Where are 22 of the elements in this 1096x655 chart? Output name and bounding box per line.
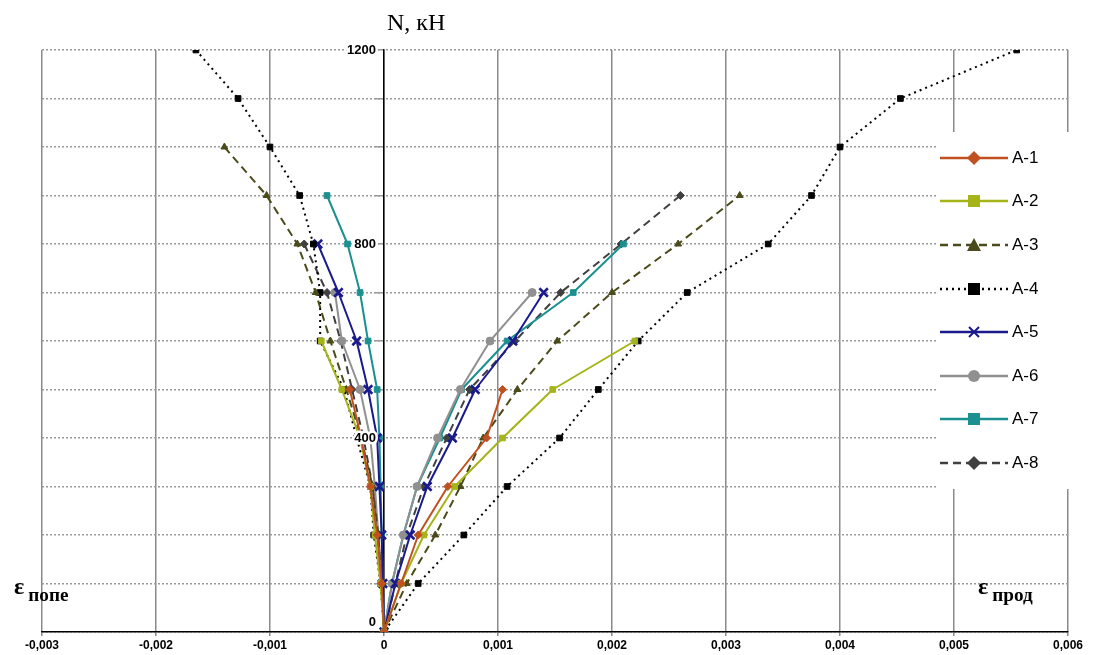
y-tick-label: 0 <box>368 614 376 630</box>
y-tick-label: 1200 <box>347 41 376 57</box>
legend-label: A-2 <box>1012 191 1039 212</box>
y-tick-label: 800 <box>354 235 376 251</box>
legend-label: A-7 <box>1012 409 1039 430</box>
x-tick-label: 0 <box>380 637 388 652</box>
x-tick-label: -0,001 <box>252 637 288 652</box>
x-tick-label: 0,001 <box>482 637 514 652</box>
legend-label: A-8 <box>1012 452 1039 473</box>
y-axis-title: N, кН <box>387 9 446 35</box>
legend-label: A-1 <box>1012 147 1039 168</box>
legend-label: A-6 <box>1012 365 1039 386</box>
x-tick-label: -0,002 <box>138 637 174 652</box>
x-tick-label: -0,003 <box>24 637 60 652</box>
legend-label: A-4 <box>1012 278 1039 299</box>
legend-label: A-5 <box>1012 322 1039 343</box>
x-tick-label: 0,005 <box>938 637 970 652</box>
x-tick-label: 0,004 <box>824 637 856 652</box>
x-tick-label: 0,003 <box>710 637 742 652</box>
x-tick-label: 0,002 <box>596 637 628 652</box>
x-tick-label: 0,006 <box>1052 637 1084 652</box>
legend-label: A-3 <box>1012 234 1039 255</box>
